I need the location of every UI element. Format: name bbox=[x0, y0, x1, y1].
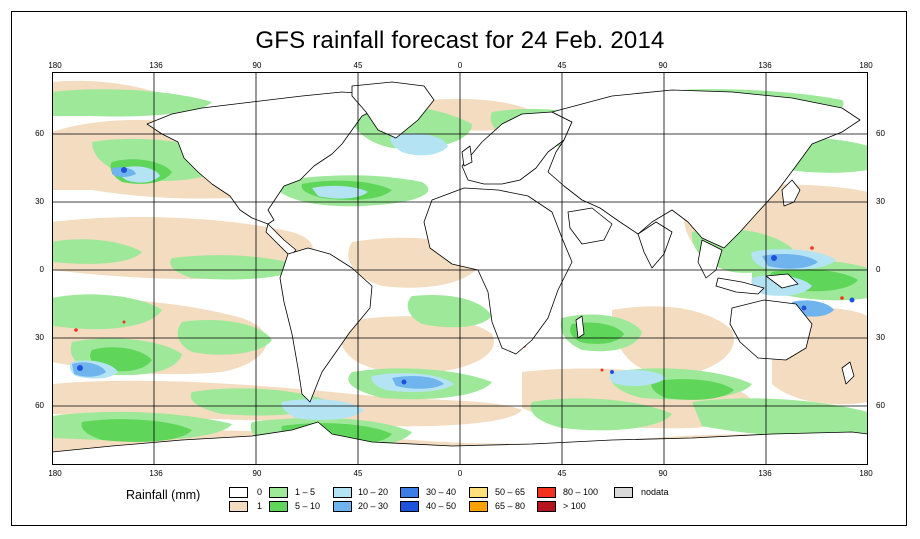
lon-tick-top: 90 bbox=[658, 61, 668, 70]
lat-tick-left: 60 bbox=[35, 129, 44, 138]
lat-tick-right: 60 bbox=[876, 129, 885, 138]
lon-tick-top: 136 bbox=[758, 61, 772, 70]
lon-tick-top: 180 bbox=[859, 61, 873, 70]
legend-swatch-nodata bbox=[614, 487, 633, 498]
lon-tick-top: 180 bbox=[48, 61, 62, 70]
legend-label: > 100 bbox=[563, 501, 586, 511]
lon-tick-bottom: 45 bbox=[557, 469, 567, 478]
legend-label: nodata bbox=[641, 487, 669, 497]
lon-tick-top: 136 bbox=[149, 61, 163, 70]
legend-swatch-1mm bbox=[229, 501, 248, 512]
lat-tick-left: 30 bbox=[35, 197, 44, 206]
legend-swatch-80-100mm bbox=[537, 487, 556, 498]
legend-swatch-50-65mm bbox=[469, 487, 488, 498]
lon-tick-bottom: 180 bbox=[859, 469, 873, 478]
lon-tick-bottom: 180 bbox=[48, 469, 62, 478]
lon-tick-top: 45 bbox=[353, 61, 363, 70]
lon-tick-bottom: 90 bbox=[252, 469, 262, 478]
legend-label: 5 – 10 bbox=[295, 501, 321, 511]
lat-tick-right: 60 bbox=[876, 401, 885, 410]
legend-label: 50 – 65 bbox=[495, 487, 526, 497]
lon-tick-top: 45 bbox=[557, 61, 567, 70]
lat-tick-left: 60 bbox=[35, 401, 44, 410]
map-title: GFS rainfall forecast for 24 Feb. 2014 bbox=[255, 27, 665, 54]
lat-tick-left: 0 bbox=[39, 265, 44, 274]
lon-tick-bottom: 136 bbox=[149, 469, 163, 478]
figure-frame bbox=[11, 11, 907, 526]
lon-tick-bottom: 0 bbox=[457, 469, 463, 478]
lon-tick-bottom: 45 bbox=[353, 469, 363, 478]
legend-title: Rainfall (mm) bbox=[126, 488, 201, 502]
legend-swatch-40-50mm bbox=[400, 501, 419, 512]
legend-label: 10 – 20 bbox=[358, 487, 389, 497]
lat-tick-left: 30 bbox=[35, 333, 44, 342]
legend-label: 30 – 40 bbox=[426, 487, 457, 497]
lon-tick-bottom: 136 bbox=[758, 469, 772, 478]
map-border bbox=[52, 72, 868, 465]
legend-label: 0 bbox=[257, 487, 263, 497]
legend-swatch-1-5mm bbox=[269, 487, 288, 498]
legend-swatch-65-80mm bbox=[469, 501, 488, 512]
graticule-grid bbox=[52, 72, 868, 465]
legend-label: 80 – 100 bbox=[563, 487, 599, 497]
legend-swatch-over-100mm bbox=[537, 501, 556, 512]
lat-tick-right: 30 bbox=[876, 333, 885, 342]
rainfall-map bbox=[52, 72, 868, 465]
lon-tick-bottom: 90 bbox=[658, 469, 668, 478]
lon-tick-top: 90 bbox=[252, 61, 262, 70]
legend-swatch-0mm bbox=[229, 487, 248, 498]
lat-tick-right: 30 bbox=[876, 197, 885, 206]
legend-swatch-20-30mm bbox=[333, 501, 352, 512]
legend-label: 65 – 80 bbox=[495, 501, 526, 511]
legend-label: 1 – 5 bbox=[295, 487, 316, 497]
lat-tick-right: 0 bbox=[876, 265, 881, 274]
legend-swatch-30-40mm bbox=[400, 487, 419, 498]
legend-swatch-5-10mm bbox=[269, 501, 288, 512]
legend-label: 20 – 30 bbox=[358, 501, 389, 511]
legend-label: 40 – 50 bbox=[426, 501, 457, 511]
legend-swatch-10-20mm bbox=[333, 487, 352, 498]
legend-label: 1 bbox=[257, 501, 263, 511]
lon-tick-top: 0 bbox=[457, 61, 463, 70]
